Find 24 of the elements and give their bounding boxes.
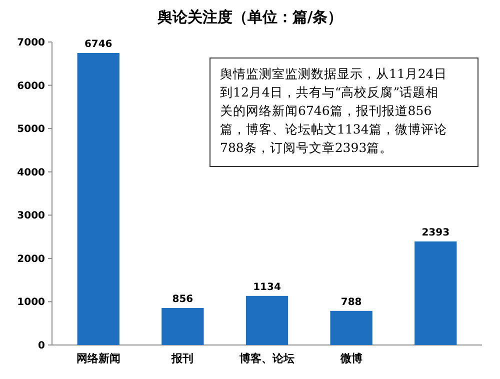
bar bbox=[77, 52, 120, 345]
y-tick-label: 5000 bbox=[17, 124, 46, 136]
y-tick-label: 7000 bbox=[17, 38, 46, 48]
y-tick-label: 1000 bbox=[17, 297, 46, 308]
y-tick-label: 0 bbox=[38, 340, 46, 352]
x-tick-label: 报刊 bbox=[170, 352, 194, 365]
y-tick-label: 2000 bbox=[17, 254, 46, 265]
bar bbox=[414, 241, 457, 345]
x-tick-label: 微博 bbox=[339, 352, 362, 365]
bar bbox=[246, 296, 288, 345]
data-label: 1134 bbox=[253, 282, 281, 293]
y-tick-label: 4000 bbox=[17, 167, 46, 178]
data-label: 2393 bbox=[422, 227, 450, 238]
y-tick-label: 6000 bbox=[17, 80, 46, 92]
data-label: 6746 bbox=[84, 38, 112, 50]
data-label: 856 bbox=[172, 294, 194, 305]
bar bbox=[162, 308, 204, 345]
annotation: 舆情监测室监测数据显示，从11月24日到12月4日，共有与“高校反腐”话题相关的网络新闻6746篇，报刊报道856篇，博客、论坛帖文1134篇，微博评论788条，订阅号文章2393篇。 bbox=[220, 66, 447, 155]
bar bbox=[330, 310, 372, 345]
data-label: 788 bbox=[340, 296, 362, 308]
x-tick-label: 博客、论坛 bbox=[238, 352, 294, 365]
chart-title: 舆论关注度（单位：篇/条） bbox=[156, 8, 343, 26]
y-tick-label: 3000 bbox=[17, 210, 46, 222]
x-tick-label: 网络新闻 bbox=[76, 352, 120, 365]
